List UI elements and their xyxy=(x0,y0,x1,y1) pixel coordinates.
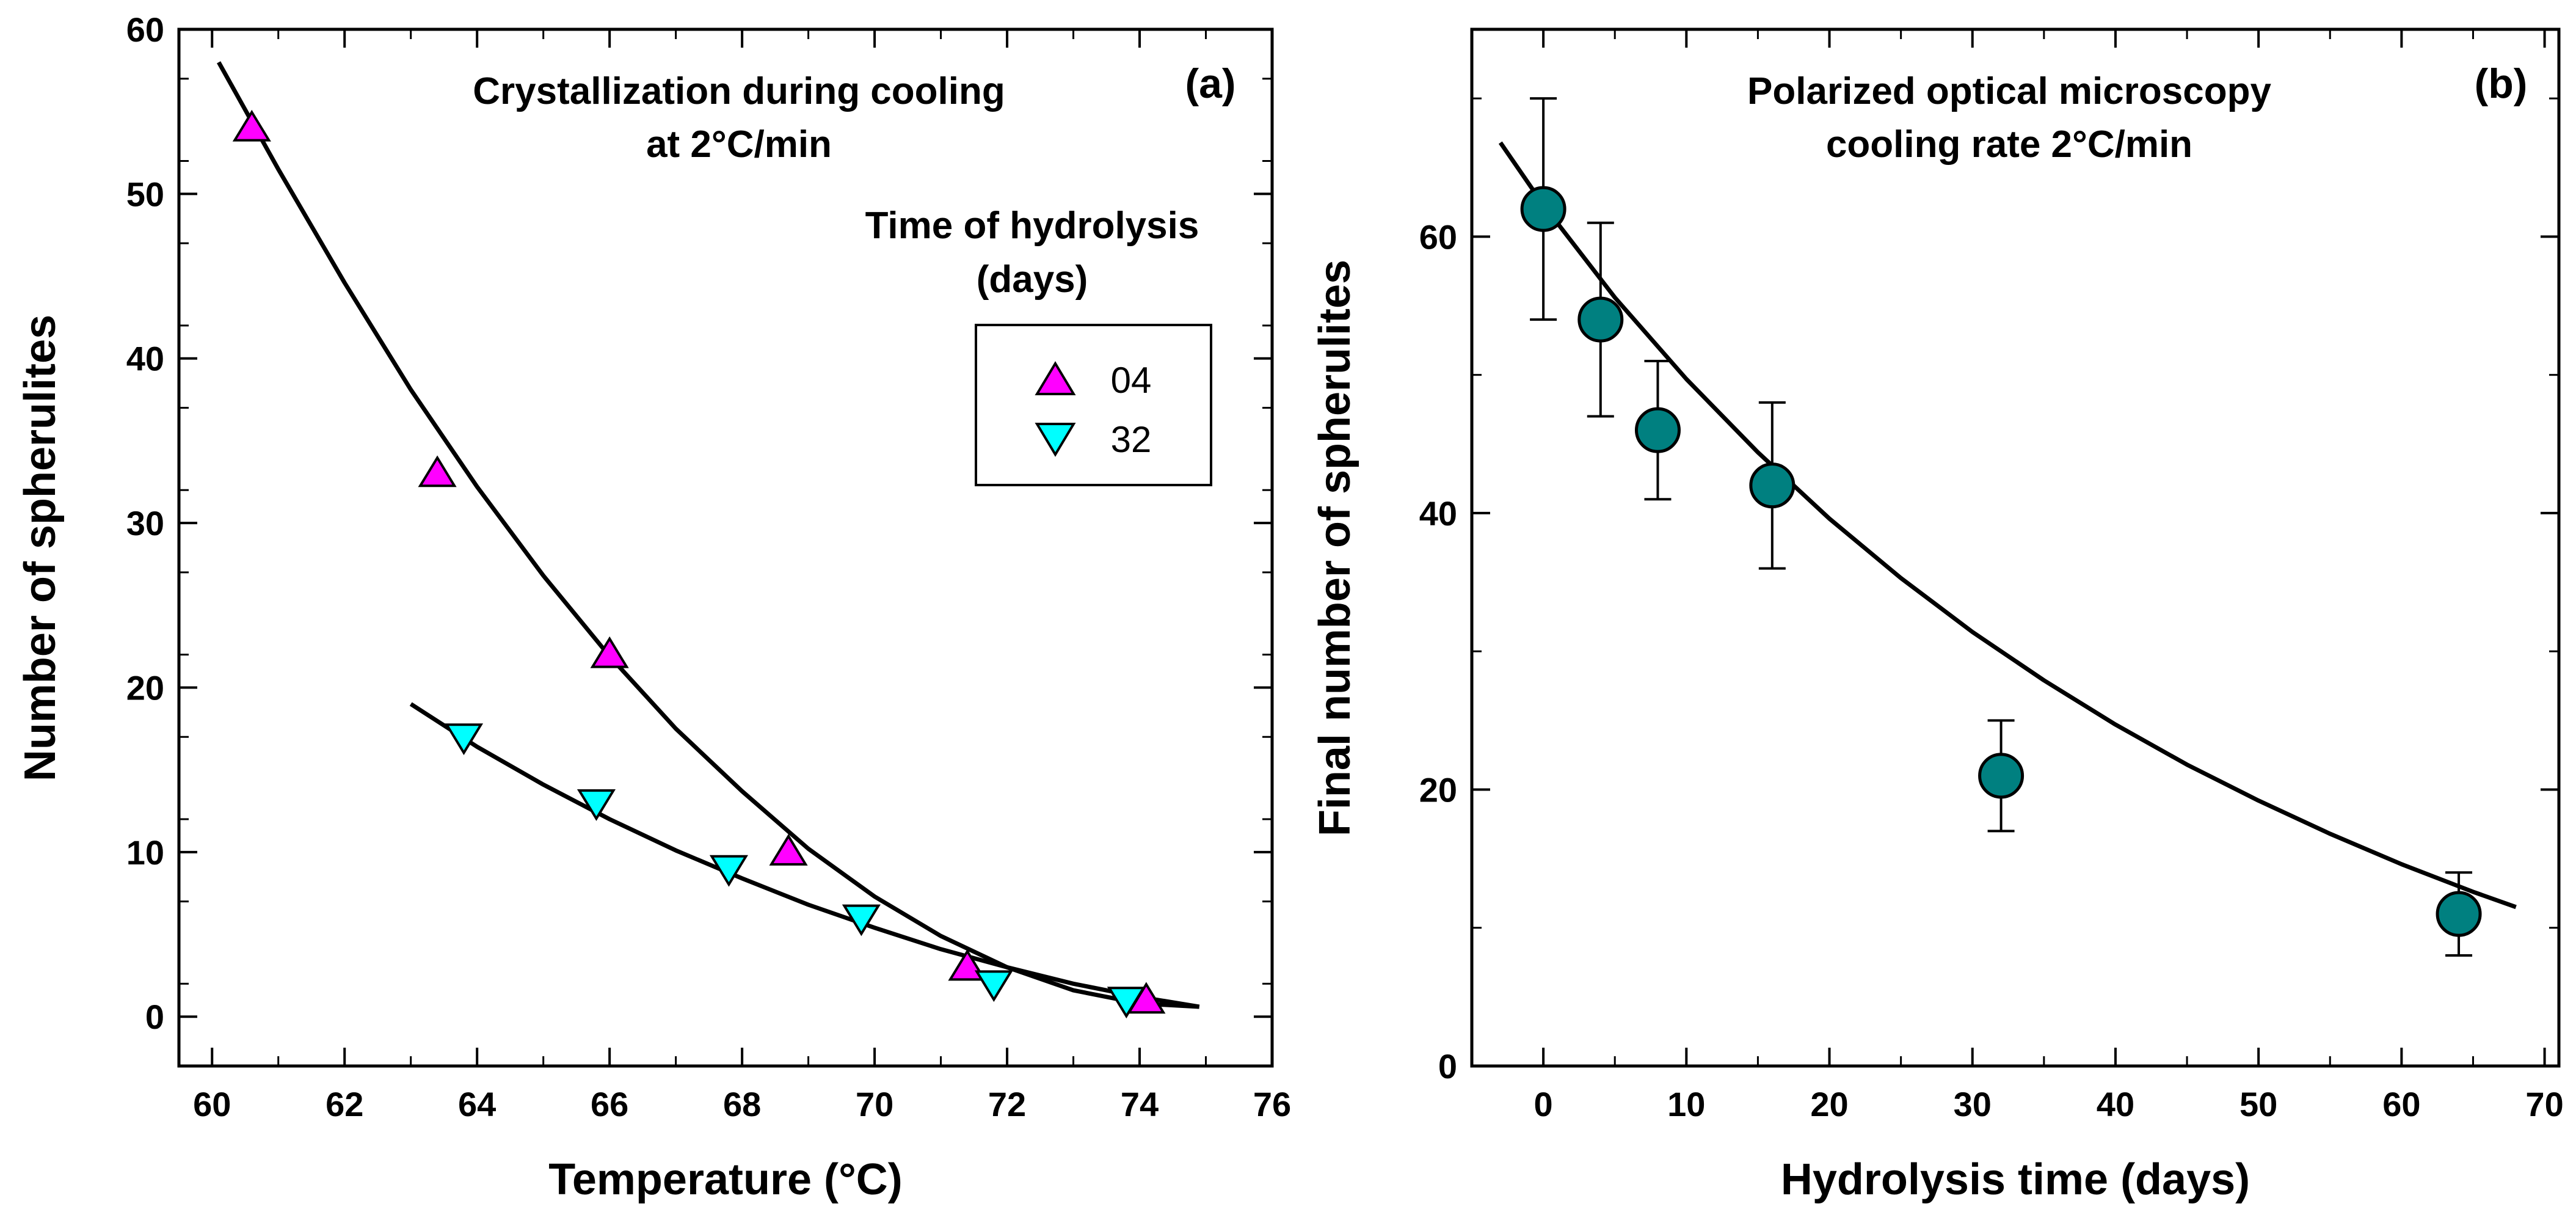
legend-label-32: 32 xyxy=(1111,419,1152,460)
x-tick-label: 70 xyxy=(856,1085,893,1123)
y-axis-b: 0 20 40 60 xyxy=(1419,97,2559,1086)
data-point-32 xyxy=(577,789,616,821)
data-point-04 xyxy=(590,636,629,668)
annotation-line-1-a: Crystallization during cooling xyxy=(473,70,1005,112)
fit-curves-a xyxy=(217,61,1200,1009)
y-tick-label: 40 xyxy=(126,340,164,378)
data-points-a xyxy=(232,109,1166,1019)
y-axis-title-a: Number of spherulites xyxy=(16,315,65,781)
x-tick-label: 62 xyxy=(326,1085,363,1123)
x-tick-label: 20 xyxy=(1810,1085,1848,1123)
annotation-line-2-b: cooling rate 2°C/min xyxy=(1826,123,2192,166)
x-axis-a: 60 62 64 66 68 70 72 74 76 xyxy=(193,29,1291,1123)
panel-a: 0 10 20 30 40 50 60 60 62 64 66 68 70 72 74 76 Tempera… xyxy=(16,10,1291,1204)
data-point-series-1 xyxy=(1978,753,2025,799)
panel-label-b: (b) xyxy=(2475,60,2528,107)
legend-a: 04 32 xyxy=(975,324,1212,486)
y-tick-label: 60 xyxy=(1419,217,1457,256)
data-point-04 xyxy=(948,949,987,981)
x-tick-label: 74 xyxy=(1121,1085,1159,1123)
y-tick-label: 20 xyxy=(1419,770,1457,809)
fit-curve-2 xyxy=(409,702,1200,1009)
legend-label-04: 04 xyxy=(1111,360,1152,401)
y-tick-label: 10 xyxy=(126,833,164,872)
data-point-32 xyxy=(709,855,748,887)
y-tick-label: 30 xyxy=(126,504,164,542)
x-axis-b: 0 10 20 30 40 50 60 70 xyxy=(1471,29,2564,1123)
x-tick-label: 50 xyxy=(2239,1085,2277,1123)
x-tick-label: 72 xyxy=(988,1085,1026,1123)
data-point-04 xyxy=(232,109,271,142)
x-tick-label: 0 xyxy=(1534,1085,1553,1123)
y-tick-label: 40 xyxy=(1419,494,1457,533)
data-point-series-1 xyxy=(1749,462,1796,509)
y-tick-label: 0 xyxy=(1438,1047,1457,1086)
y-tick-label: 20 xyxy=(126,668,164,707)
fit-curve-1 xyxy=(217,61,1199,1009)
y-axis-a: 0 10 20 30 40 50 60 xyxy=(126,10,1272,1067)
data-point-32 xyxy=(974,970,1013,1002)
x-tick-label: 70 xyxy=(2525,1085,2563,1123)
x-tick-label: 68 xyxy=(723,1085,761,1123)
fit-curves-b xyxy=(1498,141,2517,910)
panel-b: 0 20 40 60 0 10 20 30 40 50 60 70 Hydrolysis time … xyxy=(1311,27,2564,1204)
annotation-line-2-a: at 2°C/min xyxy=(646,123,832,166)
data-point-32 xyxy=(444,723,484,756)
x-tick-label: 76 xyxy=(1253,1085,1291,1123)
x-axis-title-a: Temperature (°C) xyxy=(548,1155,903,1204)
legend-marker-32 xyxy=(1035,423,1076,457)
annotation-line-1-b: Polarized optical microscopy xyxy=(1747,70,2271,112)
plot-frame-b xyxy=(1470,27,2561,1068)
x-tick-label: 10 xyxy=(1667,1085,1705,1123)
legend-title-line-2-a: (days) xyxy=(977,258,1088,301)
data-point-04 xyxy=(418,455,457,487)
data-point-series-1 xyxy=(2436,891,2482,937)
y-tick-label: 50 xyxy=(126,175,164,213)
data-point-32 xyxy=(1107,987,1146,1019)
x-tick-label: 60 xyxy=(193,1085,231,1123)
y-axis-title-b: Final number of spherulites xyxy=(1311,260,1359,836)
x-tick-label: 66 xyxy=(591,1085,628,1123)
plot-frame-a xyxy=(177,27,1274,1068)
legend-title-line-1-a: Time of hydrolysis xyxy=(865,205,1199,247)
x-tick-label: 40 xyxy=(2097,1085,2134,1123)
data-point-series-1 xyxy=(1577,296,1624,343)
fit-curve-1 xyxy=(1498,141,2517,910)
x-tick-label: 30 xyxy=(1954,1085,1992,1123)
data-points-b xyxy=(1520,97,2482,957)
data-point-series-1 xyxy=(1634,407,1681,453)
legend-marker-04 xyxy=(1035,361,1076,395)
x-tick-label: 64 xyxy=(458,1085,496,1123)
x-axis-title-b: Hydrolysis time (days) xyxy=(1781,1155,2250,1204)
panel-label-a: (a) xyxy=(1185,60,1235,107)
legend-box-a xyxy=(975,324,1212,486)
y-tick-label: 60 xyxy=(126,10,164,49)
data-point-04 xyxy=(769,833,808,866)
y-tick-label: 0 xyxy=(145,998,164,1036)
data-point-series-1 xyxy=(1520,186,1566,232)
data-point-32 xyxy=(842,904,881,936)
x-tick-label: 60 xyxy=(2382,1085,2420,1123)
